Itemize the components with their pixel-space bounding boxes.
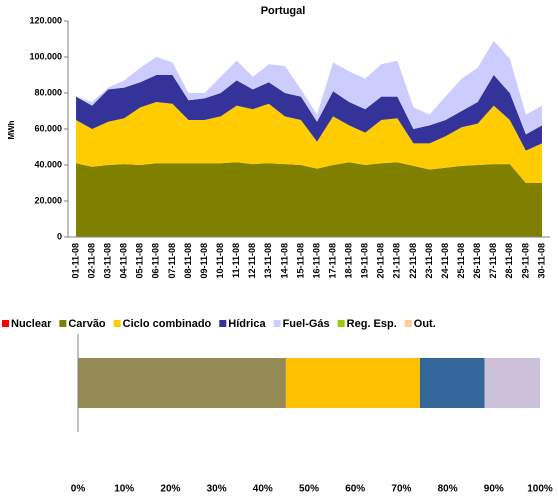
x-tick-label: 09-11-08: [199, 243, 209, 279]
x-tick-label: 30-11-08: [536, 243, 546, 279]
x-tick-label: 12-11-08: [247, 243, 257, 279]
x-tick-label: 15-11-08: [295, 243, 305, 279]
legend-label: Hídrica: [228, 318, 266, 330]
x-tick-label: 03-11-08: [103, 243, 113, 279]
legend-swatch: [404, 320, 412, 327]
bar-segment: [484, 358, 540, 408]
x-tick-label: 22-11-08: [408, 243, 418, 279]
x-tick-label: 20-11-08: [376, 243, 386, 279]
x-tick-label: 06-11-08: [151, 243, 161, 279]
x-tick-label: 29-11-08: [520, 243, 530, 279]
legend-label: Reg. Esp.: [347, 318, 397, 330]
y-axis-label: MWh: [7, 120, 16, 139]
x-tick-label: 20%: [160, 484, 180, 495]
chart-title: Portugal: [261, 5, 306, 17]
x-tick-label: 80%: [438, 484, 458, 495]
area: [76, 40, 542, 135]
x-tick-label: 16-11-08: [311, 243, 321, 279]
legend-swatch: [2, 320, 9, 327]
legend-label: Out.: [414, 318, 436, 330]
x-tick-label: 19-11-08: [360, 243, 370, 279]
legend-label: Nuclear: [11, 318, 52, 330]
x-tick-label: 08-11-08: [183, 243, 193, 279]
x-tick-label: 18-11-08: [344, 243, 354, 279]
x-tick-label: 24-11-08: [440, 243, 450, 279]
x-tick-label: 27-11-08: [488, 243, 498, 279]
legend-swatch: [337, 320, 345, 327]
x-tick-label: 17-11-08: [327, 243, 337, 279]
bar-segment: [78, 358, 286, 408]
x-tick-label: 28-11-08: [504, 243, 514, 279]
area: [76, 75, 542, 151]
x-tick-label: 26-11-08: [472, 243, 482, 279]
x-tick-label: 02-11-08: [86, 243, 96, 279]
y-tick-label: 100.000: [29, 51, 62, 61]
area: [76, 102, 542, 183]
y-tick-label: 120.000: [29, 15, 62, 25]
x-tick-label: 13-11-08: [263, 243, 273, 279]
legend-swatch: [113, 320, 121, 327]
x-tick-label: 90%: [484, 484, 504, 495]
x-tick-label: 100%: [527, 484, 553, 495]
y-tick-label: 20.000: [34, 195, 62, 205]
y-tick-label: 60.000: [34, 123, 62, 133]
x-tick-label: 21-11-08: [392, 243, 402, 279]
x-tick-label: 14-11-08: [279, 243, 289, 279]
bar-segment: [419, 358, 485, 408]
x-tick-label: 11-11-08: [231, 243, 241, 278]
legend-swatch: [59, 320, 67, 327]
legend-label: Carvão: [68, 318, 106, 330]
x-tick-label: 60%: [345, 484, 365, 495]
legend-label: Ciclo combinado: [123, 318, 212, 330]
x-tick-label: 50%: [299, 484, 319, 495]
bar-segment: [285, 358, 420, 408]
x-tick-label: 01-11-08: [70, 243, 80, 279]
x-tick-label: 10-11-08: [215, 243, 225, 279]
x-tick-label: 10%: [114, 484, 134, 495]
area: [76, 162, 542, 237]
x-tick-label: 04-11-08: [119, 243, 129, 279]
x-tick-label: 25-11-08: [456, 243, 466, 279]
legend-swatch: [273, 320, 281, 327]
x-tick-label: 40%: [253, 484, 273, 495]
y-tick-label: 40.000: [34, 159, 62, 169]
x-tick-label: 0%: [71, 484, 86, 495]
x-tick-label: 05-11-08: [135, 243, 145, 279]
legend-swatch: [219, 320, 227, 327]
y-tick-label: 0: [57, 231, 62, 241]
x-tick-label: 23-11-08: [424, 243, 434, 279]
x-tick-label: 07-11-08: [167, 243, 177, 279]
x-tick-label: 30%: [207, 484, 227, 495]
x-tick-label: 70%: [391, 484, 411, 495]
y-tick-label: 80.000: [34, 87, 62, 97]
legend-label: Fuel-Gás: [283, 318, 330, 330]
